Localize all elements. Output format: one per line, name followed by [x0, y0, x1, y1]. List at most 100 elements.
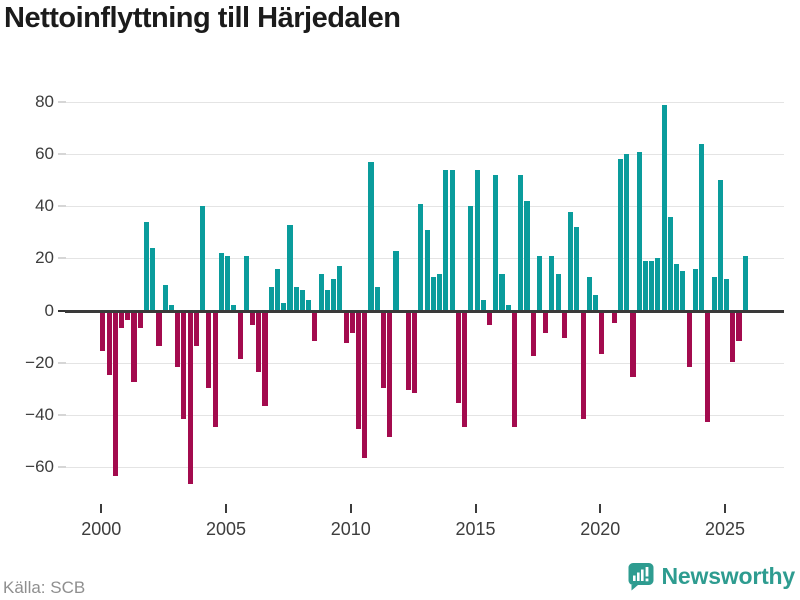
newsworthy-icon: [625, 561, 655, 591]
x-axis-label-2020: 2020: [580, 519, 621, 539]
x-tick-mark-2020: [599, 504, 602, 513]
bar-2016Q1: [499, 274, 505, 311]
bar-2014Q3: [462, 312, 468, 427]
bar-2022Q4: [667, 216, 673, 311]
bar-2005Q3: [237, 312, 243, 360]
bar-2005Q4: [243, 255, 249, 311]
bar-2019Q2: [580, 312, 586, 419]
bar-2025Q3: [736, 312, 742, 341]
bar-2021Q2: [630, 312, 636, 378]
bar-2021Q1: [624, 154, 630, 311]
bar-2006Q2: [256, 312, 262, 373]
bar-2010Q4: [368, 162, 374, 311]
gridline-40: [65, 206, 784, 208]
bar-2017Q2: [530, 312, 536, 357]
bar-2025Q4: [742, 255, 748, 311]
bar-2002Q4: [168, 305, 174, 311]
bar-2022Q2: [655, 258, 661, 311]
x-axis-label-2005: 2005: [206, 519, 247, 539]
y-tick-mark: [58, 257, 66, 260]
y-axis-label: 20: [35, 248, 54, 268]
y-tick-mark: [58, 205, 66, 208]
bar-2019Q1: [574, 227, 580, 311]
bar-2018Q2: [555, 274, 561, 311]
bar-2009Q4: [343, 312, 349, 344]
bar-2016Q2: [505, 305, 511, 311]
bar-2015Q3: [486, 312, 493, 326]
y-axis-label: 0: [44, 300, 54, 320]
bar-2022Q3: [661, 104, 667, 311]
gridline--60: [65, 467, 784, 469]
bar-2015Q2: [480, 300, 486, 311]
bar-2001Q2: [131, 312, 137, 383]
bar-2004Q4: [218, 253, 224, 311]
bar-2023Q3: [686, 312, 692, 367]
y-tick-mark: [58, 309, 66, 312]
bar-2023Q2: [680, 271, 686, 311]
bar-2011Q1: [374, 287, 380, 311]
bar-2017Q4: [543, 312, 549, 333]
bar-2004Q3: [212, 312, 218, 427]
bar-2003Q4: [193, 312, 199, 346]
bar-2008Q1: [299, 289, 305, 311]
bar-2003Q1: [175, 312, 181, 367]
bar-2012Q4: [418, 203, 424, 311]
bar-2009Q1: [324, 289, 330, 311]
bar-2011Q2: [380, 312, 387, 388]
bar-2001Q3: [137, 312, 143, 328]
gridline--20: [65, 362, 784, 364]
bar-2008Q4: [318, 274, 324, 311]
bar-2023Q4: [692, 268, 698, 311]
bar-2009Q2: [331, 279, 337, 311]
x-tick-mark-2000: [100, 504, 103, 513]
bar-2010Q3: [362, 312, 368, 459]
bar-2005Q2: [231, 305, 237, 311]
bar-2014Q1: [449, 169, 455, 311]
bar-2024Q1: [699, 143, 705, 311]
bar-2011Q4: [393, 250, 399, 311]
x-tick-mark-2025: [724, 504, 726, 513]
bar-2004Q2: [206, 312, 212, 388]
x-tick-mark-2005: [225, 504, 228, 513]
bar-2018Q4: [568, 211, 574, 311]
bar-2006Q4: [268, 287, 274, 311]
bar-2021Q4: [642, 261, 648, 311]
newsworthy-logo-text: Newsworthy: [661, 562, 796, 589]
x-axis-label-2010: 2010: [330, 519, 371, 539]
y-axis-label: 40: [35, 196, 54, 216]
bar-2016Q3: [511, 312, 518, 427]
bar-2008Q2: [306, 300, 312, 311]
bar-2010Q1: [349, 312, 355, 333]
x-tick-mark-2010: [349, 504, 352, 513]
bar-2000Q3: [112, 312, 118, 477]
bar-2002Q1: [150, 248, 156, 311]
bar-2013Q3: [437, 274, 443, 311]
bar-2003Q3: [187, 312, 193, 485]
bar-2016Q4: [518, 175, 524, 311]
source-note: Källa: SCB: [3, 578, 86, 597]
y-axis-label: 60: [35, 144, 54, 164]
gridline-20: [65, 258, 784, 260]
x-tick-mark-2015: [474, 504, 477, 513]
bar-2017Q1: [524, 201, 530, 311]
bar-2006Q3: [262, 312, 268, 406]
bar-2013Q1: [424, 229, 430, 311]
bar-2001Q1: [125, 312, 131, 320]
bar-2024Q2: [705, 312, 711, 422]
bar-2024Q4: [717, 180, 723, 311]
y-axis-label: 80: [35, 92, 54, 112]
bar-2006Q1: [249, 312, 256, 326]
gridline-60: [65, 154, 784, 156]
y-tick-mark: [58, 153, 66, 156]
bar-2002Q3: [162, 284, 168, 311]
bar-2019Q3: [586, 276, 592, 311]
bar-2012Q3: [412, 312, 418, 393]
gridline--40: [65, 414, 784, 416]
bar-2009Q3: [337, 266, 343, 311]
bar-2007Q4: [293, 287, 299, 311]
bar-2012Q2: [405, 312, 411, 391]
gridline-80: [65, 102, 784, 104]
bar-2004Q1: [200, 206, 206, 311]
